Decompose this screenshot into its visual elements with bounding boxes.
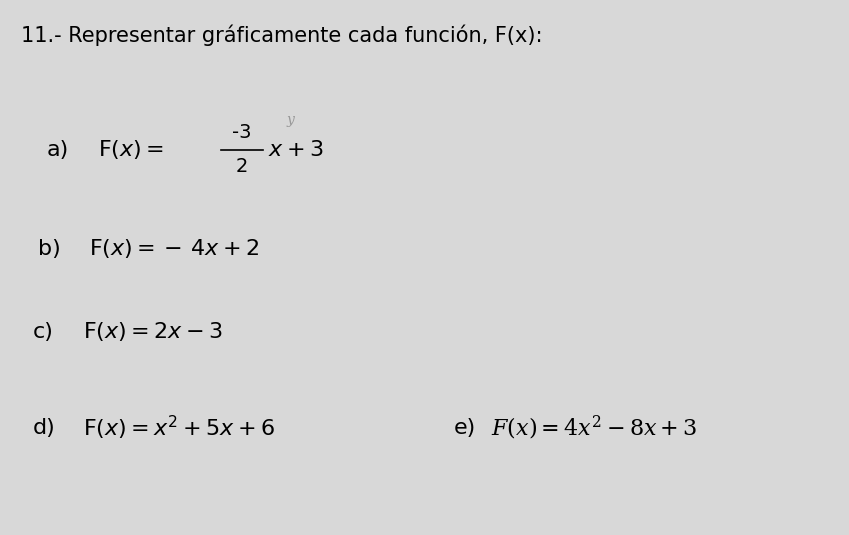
Text: y: y xyxy=(287,113,295,127)
Text: c): c) xyxy=(32,322,53,342)
Text: $\mathrm{F}(x) = x^2 + 5x + 6$: $\mathrm{F}(x) = x^2 + 5x + 6$ xyxy=(83,414,275,442)
Text: 11.- Representar gráficamente cada función, F(x):: 11.- Representar gráficamente cada funci… xyxy=(21,24,543,45)
Text: $x + 3$: $x + 3$ xyxy=(268,140,323,160)
Text: $\mathrm{F}(x) = -\, 4x + 2$: $\mathrm{F}(x) = -\, 4x + 2$ xyxy=(89,238,259,260)
Text: a): a) xyxy=(47,140,69,160)
Text: 2: 2 xyxy=(236,157,248,177)
Text: d): d) xyxy=(32,418,55,438)
Text: $F(x) = 4x^2 - 8x + 3$: $F(x) = 4x^2 - 8x + 3$ xyxy=(491,414,697,442)
Text: -3: -3 xyxy=(233,123,251,142)
Text: b): b) xyxy=(38,239,61,259)
Text: $\mathrm{F}(x) = $: $\mathrm{F}(x) = $ xyxy=(98,139,164,161)
Text: e): e) xyxy=(454,418,476,438)
Text: $\mathrm{F}(x) = 2x - 3$: $\mathrm{F}(x) = 2x - 3$ xyxy=(83,320,222,343)
